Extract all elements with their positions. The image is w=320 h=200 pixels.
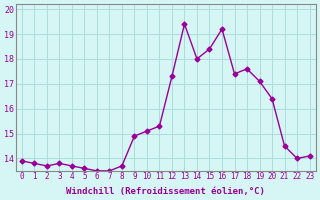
X-axis label: Windchill (Refroidissement éolien,°C): Windchill (Refroidissement éolien,°C) <box>66 187 265 196</box>
